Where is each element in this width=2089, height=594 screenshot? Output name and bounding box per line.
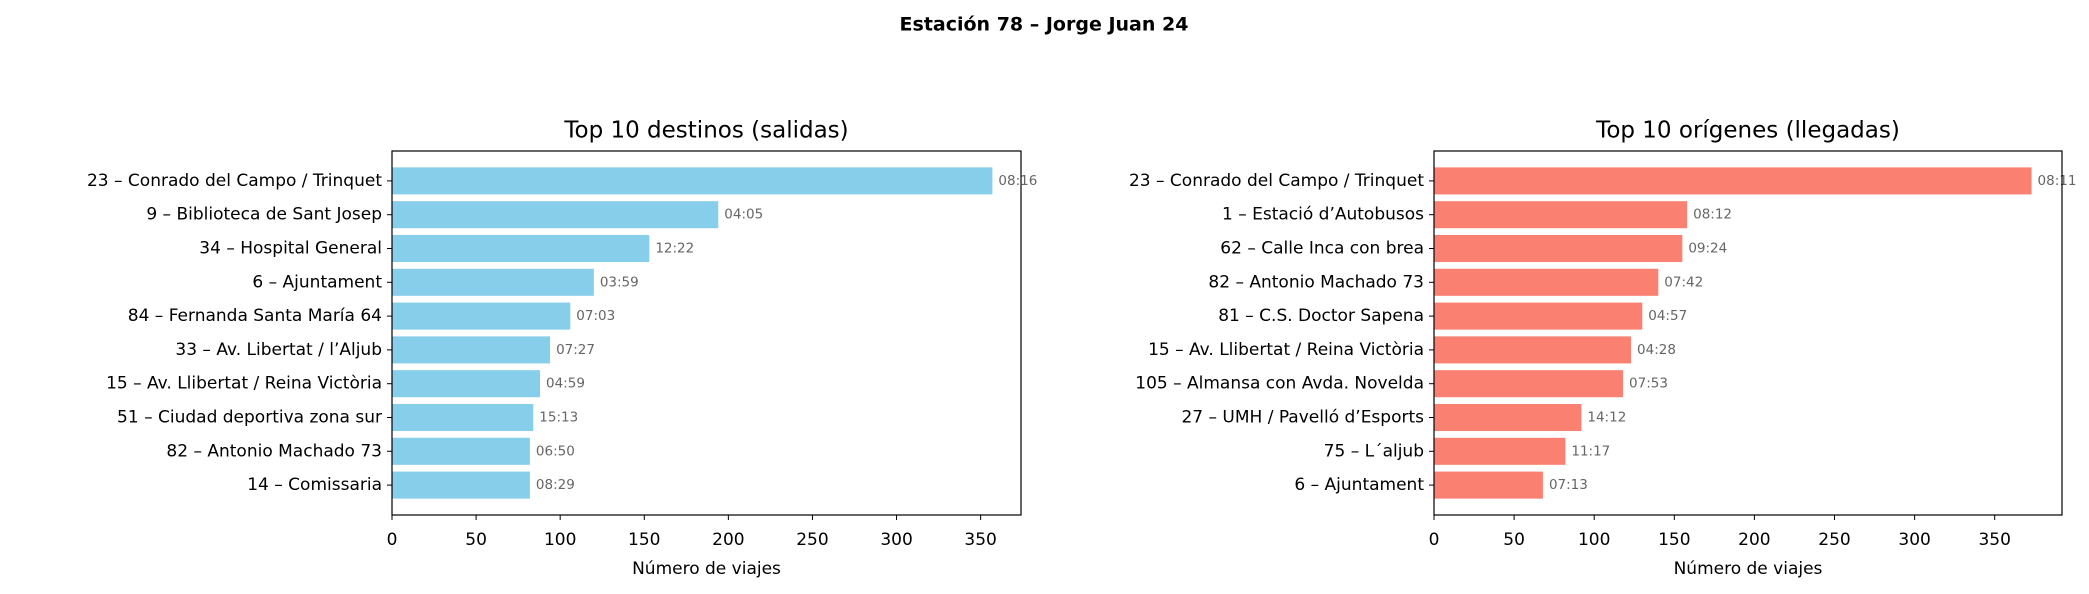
y-tick-label: 105 – Almansa con Avda. Novelda bbox=[1135, 374, 1424, 394]
y-tick-label: 51 – Ciudad deportiva zona sur bbox=[117, 408, 382, 428]
y-tick-label: 6 – Ajuntament bbox=[1294, 475, 1424, 495]
x-tick-label: 250 bbox=[796, 530, 828, 550]
y-tick-label: 1 – Estació d’Autobusos bbox=[1222, 205, 1424, 225]
y-tick-label: 9 – Biblioteca de Sant Josep bbox=[146, 205, 382, 225]
bar bbox=[1434, 471, 1543, 499]
bar bbox=[392, 268, 594, 296]
y-tick-label: 23 – Conrado del Campo / Trinquet bbox=[87, 171, 382, 191]
y-tick-label: 15 – Av. Llibertat / Reina Victòria bbox=[106, 374, 382, 394]
bar-label: 07:42 bbox=[1664, 274, 1703, 290]
x-tick-label: 350 bbox=[964, 530, 996, 550]
axes-frame bbox=[1433, 150, 2063, 516]
x-tick-label: 300 bbox=[1898, 530, 1930, 550]
x-tick-label: 150 bbox=[628, 530, 660, 550]
bar bbox=[1434, 167, 2032, 195]
bar bbox=[1434, 234, 1683, 263]
bar-label: 08:16 bbox=[998, 173, 1037, 189]
bar-label: 08:29 bbox=[536, 477, 575, 493]
bar-label: 09:24 bbox=[1688, 241, 1727, 257]
y-tick-label: 14 – Comissaria bbox=[247, 475, 382, 495]
bar bbox=[1434, 302, 1643, 330]
bar bbox=[1434, 268, 1659, 296]
y-tick-label: 82 – Antonio Machado 73 bbox=[166, 441, 382, 461]
bar-label: 07:13 bbox=[1549, 477, 1588, 493]
x-tick-label: 350 bbox=[1978, 530, 2010, 550]
x-tick-label: 100 bbox=[544, 530, 576, 550]
bar-label: 15:13 bbox=[539, 410, 578, 426]
bar-label: 07:53 bbox=[1629, 376, 1668, 392]
x-tick-label: 0 bbox=[1429, 530, 1440, 550]
y-tick-label: 62 – Calle Inca con brea bbox=[1220, 239, 1424, 259]
bar bbox=[1434, 403, 1582, 432]
bar-label: 04:28 bbox=[1637, 342, 1676, 358]
x-tick-label: 50 bbox=[465, 530, 487, 550]
bar-label: 03:59 bbox=[600, 274, 639, 290]
bar-label: 11:17 bbox=[1571, 443, 1610, 459]
x-tick-label: 50 bbox=[1503, 530, 1525, 550]
bar-label: 07:03 bbox=[576, 308, 615, 324]
bar bbox=[392, 437, 530, 465]
bar bbox=[1434, 336, 1632, 364]
bar bbox=[1434, 437, 1566, 465]
bar bbox=[392, 370, 540, 398]
y-tick-label: 81 – C.S. Doctor Sapena bbox=[1218, 306, 1424, 326]
y-tick-label: 34 – Hospital General bbox=[199, 239, 382, 259]
bar-label: 08:12 bbox=[1693, 207, 1732, 223]
x-tick-label: 150 bbox=[1658, 530, 1690, 550]
y-tick-label: 75 – L´aljub bbox=[1324, 441, 1424, 461]
bar bbox=[1434, 201, 1688, 229]
bar bbox=[392, 336, 551, 364]
bar-label: 07:27 bbox=[556, 342, 595, 358]
bar-label: 04:57 bbox=[1648, 308, 1687, 324]
y-tick-label: 84 – Fernanda Santa María 64 bbox=[128, 306, 382, 326]
bar bbox=[1434, 370, 1624, 398]
bar bbox=[392, 201, 719, 229]
y-tick-label: 6 – Ajuntament bbox=[252, 272, 382, 292]
bar bbox=[392, 167, 993, 195]
y-tick-label: 27 – UMH / Pavelló d’Esports bbox=[1181, 408, 1424, 428]
bar-label: 08:11 bbox=[2038, 173, 2077, 189]
subplot-title: Top 10 destinos (salidas) bbox=[563, 118, 848, 144]
y-tick-label: 23 – Conrado del Campo / Trinquet bbox=[1129, 171, 1424, 191]
axes-frame bbox=[391, 150, 1022, 516]
bar bbox=[392, 234, 650, 263]
bar bbox=[392, 403, 534, 432]
y-tick-label: 15 – Av. Llibertat / Reina Victòria bbox=[1148, 340, 1424, 360]
bar-label: 04:59 bbox=[546, 376, 585, 392]
bar-label: 04:05 bbox=[724, 207, 763, 223]
x-tick-label: 250 bbox=[1818, 530, 1850, 550]
bar-label: 14:12 bbox=[1587, 410, 1626, 426]
x-axis-label: Número de viajes bbox=[1674, 559, 1823, 579]
bar-label: 06:50 bbox=[536, 443, 575, 459]
x-tick-label: 100 bbox=[1578, 530, 1610, 550]
y-tick-label: 82 – Antonio Machado 73 bbox=[1208, 272, 1424, 292]
x-tick-label: 300 bbox=[880, 530, 912, 550]
y-tick-label: 33 – Av. Libertat / l’Aljub bbox=[175, 340, 382, 360]
bar bbox=[392, 302, 571, 330]
x-tick-label: 200 bbox=[712, 530, 744, 550]
x-tick-label: 0 bbox=[387, 530, 398, 550]
figure-title: Estación 78 – Jorge Juan 24 bbox=[900, 14, 1189, 36]
subplot-title: Top 10 orígenes (llegadas) bbox=[1595, 118, 1900, 144]
bar-label: 12:22 bbox=[655, 241, 694, 257]
x-tick-label: 200 bbox=[1738, 530, 1770, 550]
bar bbox=[392, 471, 530, 499]
x-axis-label: Número de viajes bbox=[632, 559, 781, 579]
